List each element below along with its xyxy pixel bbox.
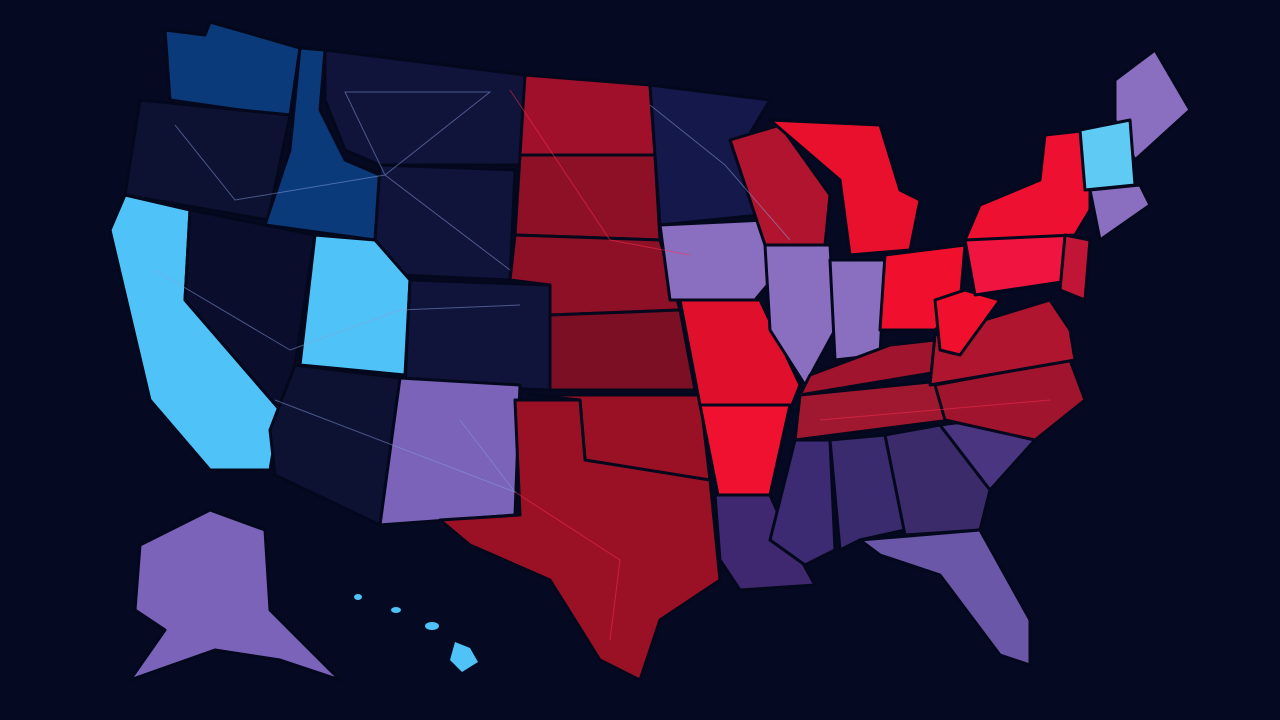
island	[450, 642, 478, 672]
link	[174, 91, 511, 271]
state	[728, 123, 832, 247]
state	[828, 258, 887, 362]
link	[514, 491, 621, 641]
state	[548, 308, 697, 392]
state	[1113, 48, 1192, 162]
state	[883, 423, 992, 537]
state	[828, 433, 907, 552]
state	[128, 508, 342, 682]
state	[768, 118, 922, 257]
state	[268, 363, 402, 527]
state	[513, 153, 662, 242]
state	[403, 278, 552, 392]
island	[425, 622, 439, 630]
link	[819, 399, 1051, 421]
state	[163, 20, 302, 117]
state	[518, 73, 657, 157]
state	[928, 298, 1077, 387]
state	[858, 528, 1032, 667]
link	[509, 89, 691, 256]
state	[763, 243, 837, 387]
link	[154, 269, 521, 351]
state	[378, 376, 522, 527]
island	[354, 594, 362, 600]
state	[933, 288, 1002, 357]
state	[1078, 118, 1137, 192]
state	[713, 493, 817, 592]
state	[1058, 233, 1092, 302]
state	[438, 398, 722, 682]
state	[1088, 183, 1152, 242]
network-lines	[154, 89, 1051, 641]
link	[649, 104, 791, 241]
state	[768, 438, 837, 567]
island	[391, 607, 401, 613]
